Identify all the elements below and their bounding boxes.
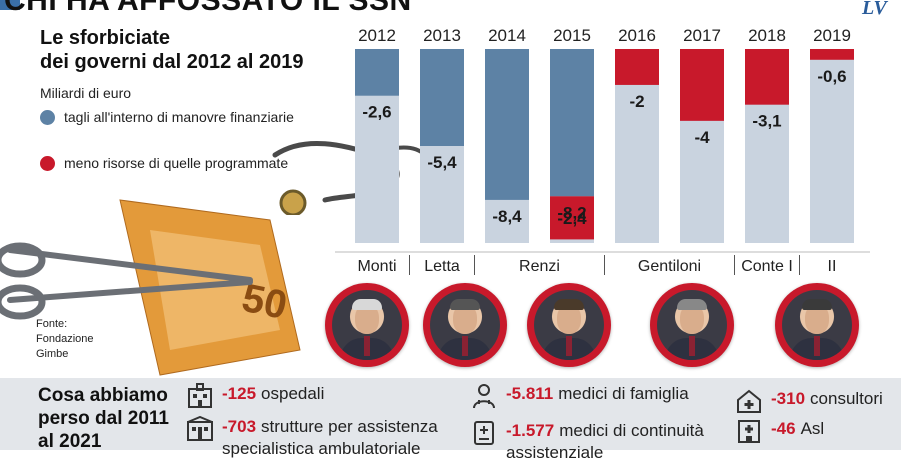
losses-title-line: perso dal 2011 [38,408,169,429]
bar-cuts-2012 [355,49,399,96]
government-label: II [828,258,837,275]
bar-cuts-2013 [420,49,464,146]
stat-consultori: -310 consultori [735,388,883,414]
stat-label: consultori [810,389,883,408]
stat-label: strutture per assistenza [261,417,438,436]
page-headline: CHI HA AFFOSSATO IL SSN [4,0,412,17]
stat-medici-famiglia: -5.811 medici di famiglia [470,383,689,409]
bar-cuts-2014 [485,49,529,200]
year-label-2014: 2014 [488,26,526,45]
stat-label: Asl [800,419,825,438]
stat-number: -310 [771,389,806,408]
government-label: Renzi [519,258,560,275]
legend-swatch-red [40,156,55,171]
portrait-monti [325,283,409,367]
year-label-2012: 2012 [358,26,396,45]
government-label: Letta [424,258,460,275]
year-label-2013: 2013 [423,26,461,45]
stat-medici-continuita: -1.577 medici di continuità assistenziale [470,420,704,464]
stat-number: -125 [222,384,257,403]
chart-title: Le sforbiciate dei governi dal 2012 al 2… [40,26,303,74]
bar-less-resources-2019 [810,49,854,60]
bar-less-resources-2017 [680,49,724,121]
bar-less-resources-2018 [745,49,789,105]
data-label-cuts-2015: -8,2 [557,203,586,222]
portrait-renzi [527,283,611,367]
stat-label: ospedali [261,384,325,403]
doctor-icon [473,384,495,409]
data-label-less-resources-2019: -0,6 [817,67,846,86]
stat-asl: -46 Asl [735,418,824,444]
data-label-cuts-2013: -5,4 [427,153,457,172]
chart-title-line2: dei governi dal 2012 al 2019 [40,51,304,73]
legend-item-cuts: tagli all'interno di manovre finanziarie [40,108,294,127]
source-note: Fonte: Fondazione Gimbe [36,317,94,362]
data-label-cuts-2012: -2,6 [362,103,391,122]
data-label-cuts-2014: -8,4 [492,207,522,226]
portrait-conte [775,283,859,367]
losses-title-line: Cosa abbiamo [38,385,168,406]
bar-chart: 2012 2013 2014 2015 2016 2017 2018 2019 -2,6 -5,4… [335,26,870,275]
stat-number: -1.577 [506,421,555,440]
clinic-building-icon [187,416,213,441]
medical-report-icon [474,421,494,445]
year-label-2017: 2017 [683,26,721,45]
bar-cuts-2015 [550,49,594,197]
losses-title: Cosa abbiamo perso dal 2011 al 2021 [38,384,169,453]
stat-ospedali: -125 ospedali [186,383,324,409]
stat-number: -703 [222,417,257,436]
source-line: Fonte: [36,318,68,330]
legend-label: tagli all'interno di manovre finanziarie [64,109,294,125]
stat-number: -5.811 [506,384,554,403]
losses-panel: Cosa abbiamo perso dal 2011 al 2021 -125… [0,378,901,462]
source-line: Gimbe [36,348,69,360]
government-label: Gentiloni [638,258,701,275]
government-label: Monti [357,258,396,275]
year-label-2018: 2018 [748,26,786,45]
legend-swatch-blue [40,110,55,125]
year-label-2016: 2016 [618,26,656,45]
hospital-icon [738,420,760,443]
stat-label: medici di continuità [559,421,704,440]
hospital-building-icon [188,383,212,408]
house-cross-icon [737,389,761,413]
government-label: Conte I [741,258,793,275]
background-bar-2019 [810,49,854,243]
scissors-icon [0,242,253,320]
stat-number: -46 [771,419,796,438]
year-label-2015: 2015 [553,26,591,45]
bar-less-resources-2015 [550,196,594,240]
portrait-letta [423,283,507,367]
bar-less-resources-2016 [615,49,659,85]
publisher-logo: LV [862,0,887,19]
stat-strutture: -703 strutture per assistenza specialisti… [186,416,438,460]
legend-item-less-resources: meno risorse di quelle programmate [40,154,294,173]
data-label-less-resources-2017: -4 [694,128,710,147]
year-label-2019: 2019 [813,26,851,45]
scissors-banknote-illustration: 50 [0,199,301,376]
stat-label-line2: specialistica ambulatoriale [222,439,421,458]
legend-label: meno risorse di quelle programmate [64,155,289,171]
source-line: Fondazione [36,333,94,345]
data-label-less-resources-2018: -3,1 [752,112,781,131]
stat-label-line2: assistenziale [506,443,604,462]
chart-title-line1: Le sforbiciate [40,27,171,49]
losses-title-line: al 2021 [38,431,102,452]
stat-label: medici di famiglia [558,384,689,403]
data-label-less-resources-2015: -2,4 [557,209,587,228]
unit-label: Miliardi di euro [40,85,132,101]
data-label-less-resources-2016: -2 [629,92,644,111]
header-accent-bar [0,0,20,10]
portrait-gentiloni [650,283,734,367]
